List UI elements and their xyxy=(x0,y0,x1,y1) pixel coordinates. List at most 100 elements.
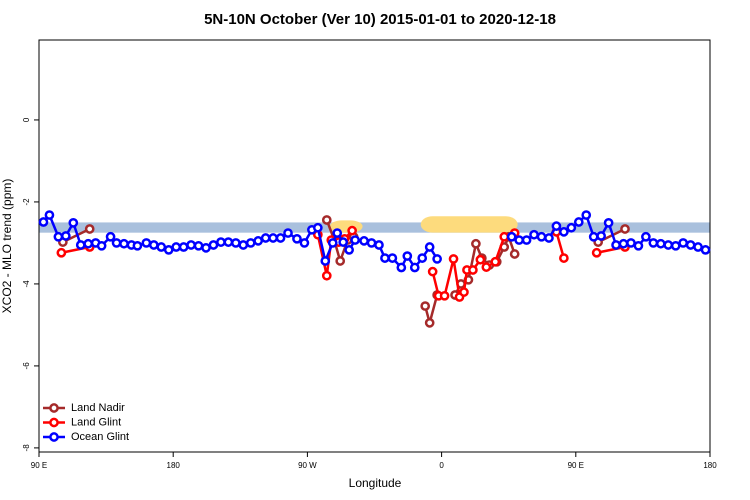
data-point xyxy=(320,256,331,266)
data-point xyxy=(481,262,492,272)
data-point xyxy=(260,233,271,243)
legend-label: Land Nadir xyxy=(71,402,125,414)
data-point xyxy=(387,253,398,263)
data-point xyxy=(618,238,629,249)
chart-title: 5N-10N October (Ver 10) 2015-01-01 to 20… xyxy=(204,11,556,28)
data-point xyxy=(700,245,711,255)
data-point xyxy=(559,227,569,237)
data-point xyxy=(156,242,167,252)
data-point xyxy=(105,231,116,242)
data-point xyxy=(83,238,94,249)
data-point xyxy=(544,233,554,243)
data-point xyxy=(344,245,355,255)
data-point xyxy=(529,229,539,240)
data-point xyxy=(427,266,438,277)
data-point xyxy=(573,217,584,227)
data-point xyxy=(663,240,674,250)
data-point xyxy=(253,236,264,246)
x-axis-label: Longitude xyxy=(349,476,402,490)
data-point xyxy=(223,237,234,247)
data-point xyxy=(312,222,323,233)
x-tick-label: 0 xyxy=(439,461,444,470)
data-point xyxy=(366,238,377,248)
y-axis-label: XCO2 - MLO trend (ppm) xyxy=(0,179,14,314)
data-point xyxy=(96,240,107,251)
x-tick-label: 180 xyxy=(167,461,181,470)
legend-marker xyxy=(49,432,59,442)
data-point xyxy=(475,254,486,265)
data-point xyxy=(216,237,226,247)
data-point xyxy=(347,225,357,236)
data-point xyxy=(178,242,189,252)
x-tick-label: 90 W xyxy=(298,461,317,470)
data-point xyxy=(620,224,630,234)
data-point xyxy=(186,240,196,250)
y-tick-label: -4 xyxy=(22,280,31,288)
legend-label: Ocean Glint xyxy=(71,431,129,443)
data-point xyxy=(268,233,278,243)
data-point xyxy=(75,240,86,250)
data-point xyxy=(424,242,435,252)
data-point xyxy=(596,231,606,241)
data-point xyxy=(521,235,532,245)
data-point xyxy=(409,262,420,273)
data-point xyxy=(439,290,450,301)
data-point xyxy=(53,231,64,242)
data-point xyxy=(402,251,413,261)
data-point xyxy=(44,210,55,220)
data-point xyxy=(566,222,577,233)
x-tick-label: 180 xyxy=(703,461,717,470)
data-point xyxy=(655,238,666,249)
data-point xyxy=(424,318,435,328)
data-point xyxy=(459,287,469,297)
data-point xyxy=(559,253,569,263)
y-tick-label: -6 xyxy=(22,362,31,370)
legend-marker xyxy=(49,403,59,413)
data-point xyxy=(338,237,349,247)
reference-band xyxy=(39,222,710,233)
data-point xyxy=(275,233,286,243)
data-point xyxy=(132,240,143,251)
data-point xyxy=(468,265,478,275)
x-tick-label: 90 E xyxy=(568,461,584,470)
data-point xyxy=(506,231,517,242)
data-point xyxy=(603,217,614,228)
data-point xyxy=(396,262,407,273)
data-point xyxy=(448,254,459,264)
legend-label: Land Glint xyxy=(71,416,121,428)
y-tick-label: -8 xyxy=(22,444,31,452)
data-point xyxy=(245,238,256,248)
data-point xyxy=(193,240,204,251)
data-point xyxy=(471,238,481,249)
data-point xyxy=(420,301,431,311)
data-point xyxy=(611,240,621,250)
data-point xyxy=(514,235,524,245)
data-point xyxy=(335,256,346,266)
data-point xyxy=(588,231,599,242)
data-point xyxy=(163,245,174,255)
data-point xyxy=(536,231,547,242)
data-point xyxy=(68,217,79,228)
data-point xyxy=(380,253,390,263)
data-point xyxy=(633,240,644,251)
data-point xyxy=(84,224,95,234)
data-point xyxy=(60,231,71,241)
highlight-region xyxy=(420,216,518,233)
data-point xyxy=(509,249,520,259)
data-point xyxy=(332,228,343,238)
data-point xyxy=(327,238,338,248)
x-tick-label: 90 E xyxy=(31,461,47,470)
data-point xyxy=(670,240,681,251)
data-point xyxy=(171,242,182,252)
data-point xyxy=(299,238,310,248)
data-point xyxy=(321,270,332,281)
data-point xyxy=(551,221,562,231)
data-point xyxy=(359,236,369,246)
data-point xyxy=(201,242,211,253)
plot-frame xyxy=(38,39,711,453)
data-point xyxy=(432,254,442,264)
y-tick-label: 0 xyxy=(22,117,31,122)
data-point xyxy=(321,215,332,225)
